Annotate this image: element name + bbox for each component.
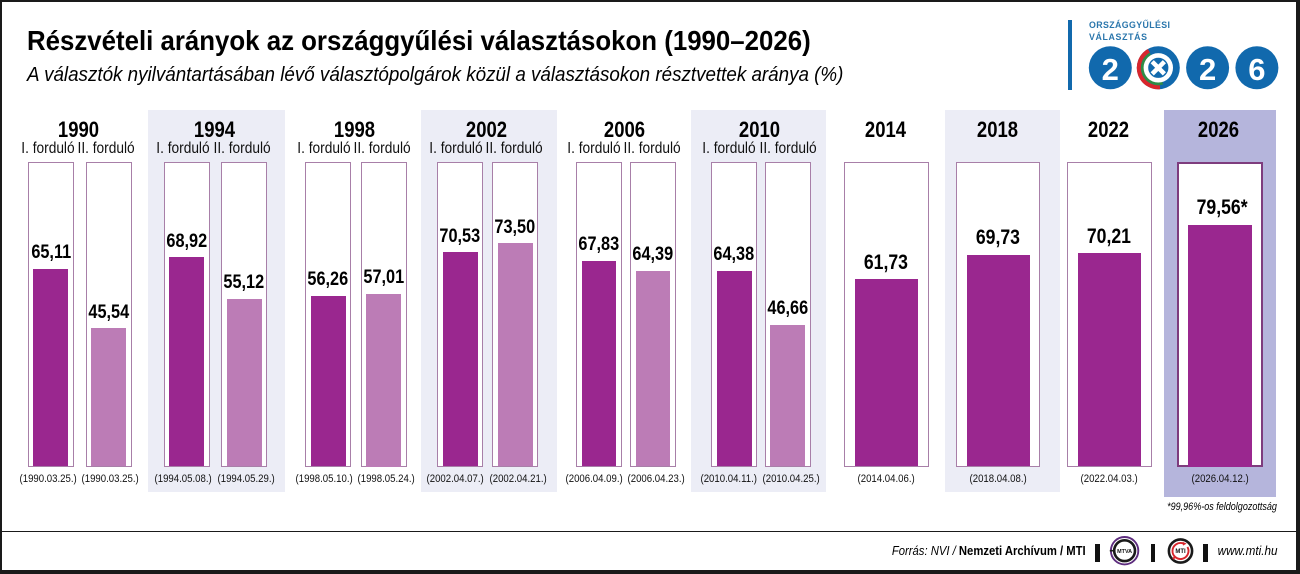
svg-text:2: 2: [1102, 52, 1119, 87]
svg-text:MTVA: MTVA: [1117, 549, 1132, 555]
svg-text:MTI: MTI: [1175, 549, 1186, 555]
svg-text:ORSZÁGGYŰLÉSI: ORSZÁGGYŰLÉSI: [1089, 19, 1170, 30]
svg-text:VÁLASZTÁS: VÁLASZTÁS: [1089, 32, 1147, 42]
svg-text:2: 2: [1199, 52, 1216, 87]
svg-text:6: 6: [1248, 52, 1265, 87]
